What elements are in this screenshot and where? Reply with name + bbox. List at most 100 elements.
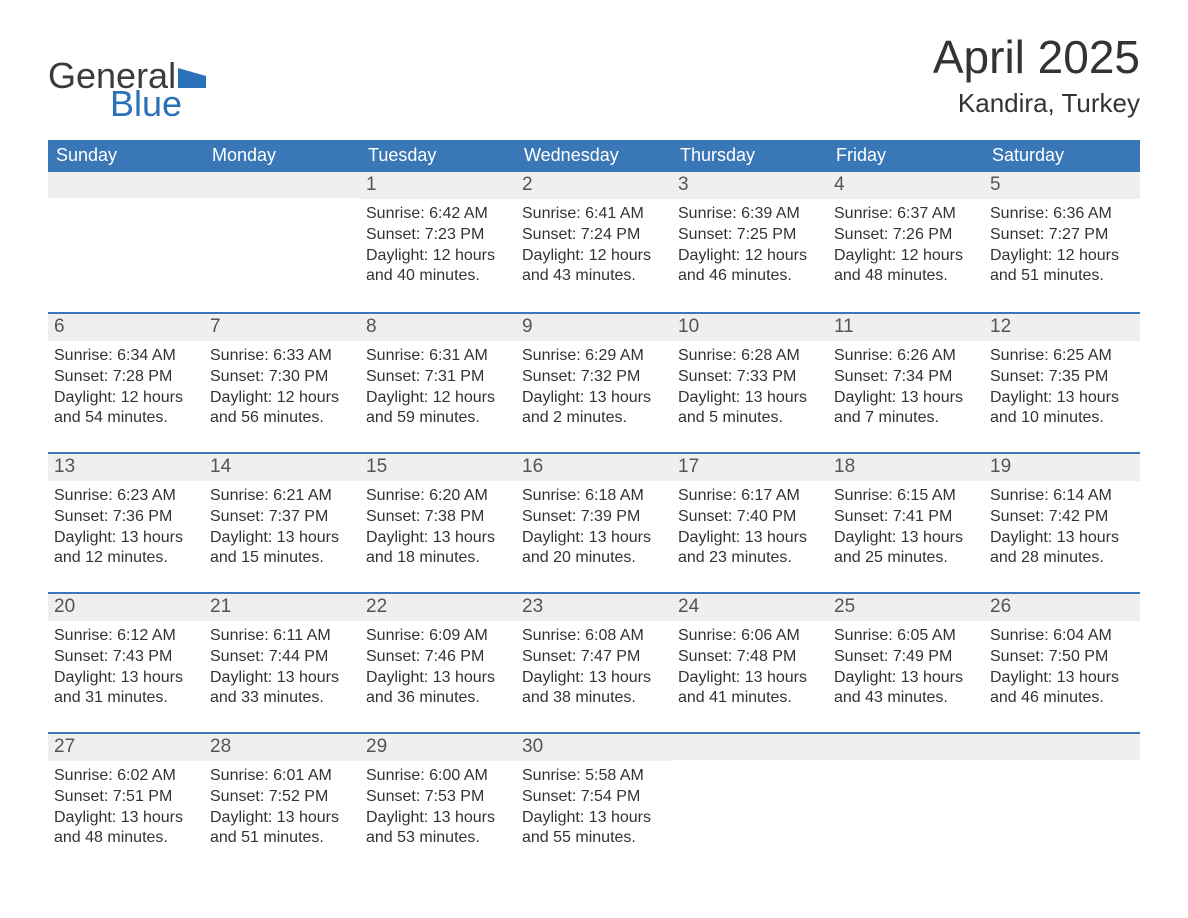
- day-number: 19: [984, 454, 1140, 481]
- location-label: Kandira, Turkey: [933, 88, 1140, 119]
- day-details: Sunrise: 6:34 AMSunset: 7:28 PMDaylight:…: [48, 341, 204, 429]
- day-number: 12: [984, 314, 1140, 341]
- day-number: 22: [360, 594, 516, 621]
- sunrise-text: Sunrise: 6:15 AM: [834, 486, 978, 507]
- daylight-text: Daylight: 12 hours and 46 minutes.: [678, 246, 822, 288]
- day-details: Sunrise: 6:31 AMSunset: 7:31 PMDaylight:…: [360, 341, 516, 429]
- day-number: [204, 172, 360, 198]
- flag-icon: [178, 68, 206, 88]
- sunset-text: Sunset: 7:30 PM: [210, 367, 354, 388]
- calendar-day: 17Sunrise: 6:17 AMSunset: 7:40 PMDayligh…: [672, 454, 828, 592]
- day-details: Sunrise: 6:08 AMSunset: 7:47 PMDaylight:…: [516, 621, 672, 709]
- sunset-text: Sunset: 7:35 PM: [990, 367, 1134, 388]
- calendar-week: 1Sunrise: 6:42 AMSunset: 7:23 PMDaylight…: [48, 172, 1140, 312]
- sunrise-text: Sunrise: 6:26 AM: [834, 346, 978, 367]
- day-details: Sunrise: 6:18 AMSunset: 7:39 PMDaylight:…: [516, 481, 672, 569]
- daylight-text: Daylight: 13 hours and 41 minutes.: [678, 668, 822, 710]
- sunset-text: Sunset: 7:24 PM: [522, 225, 666, 246]
- calendar-week: 27Sunrise: 6:02 AMSunset: 7:51 PMDayligh…: [48, 732, 1140, 872]
- sunrise-text: Sunrise: 6:28 AM: [678, 346, 822, 367]
- day-details: Sunrise: 6:21 AMSunset: 7:37 PMDaylight:…: [204, 481, 360, 569]
- sunset-text: Sunset: 7:52 PM: [210, 787, 354, 808]
- day-details: Sunrise: 6:04 AMSunset: 7:50 PMDaylight:…: [984, 621, 1140, 709]
- calendar-day: 15Sunrise: 6:20 AMSunset: 7:38 PMDayligh…: [360, 454, 516, 592]
- day-number: 25: [828, 594, 984, 621]
- calendar-weeks: 1Sunrise: 6:42 AMSunset: 7:23 PMDaylight…: [48, 172, 1140, 872]
- calendar-week: 20Sunrise: 6:12 AMSunset: 7:43 PMDayligh…: [48, 592, 1140, 732]
- calendar-day: [984, 734, 1140, 872]
- sunrise-text: Sunrise: 6:08 AM: [522, 626, 666, 647]
- day-details: Sunrise: 6:26 AMSunset: 7:34 PMDaylight:…: [828, 341, 984, 429]
- day-details: Sunrise: 6:42 AMSunset: 7:23 PMDaylight:…: [360, 199, 516, 287]
- sunset-text: Sunset: 7:48 PM: [678, 647, 822, 668]
- sunrise-text: Sunrise: 6:09 AM: [366, 626, 510, 647]
- sunset-text: Sunset: 7:28 PM: [54, 367, 198, 388]
- day-details: Sunrise: 6:09 AMSunset: 7:46 PMDaylight:…: [360, 621, 516, 709]
- calendar-day: 8Sunrise: 6:31 AMSunset: 7:31 PMDaylight…: [360, 314, 516, 452]
- daylight-text: Daylight: 13 hours and 28 minutes.: [990, 528, 1134, 570]
- sunset-text: Sunset: 7:25 PM: [678, 225, 822, 246]
- calendar-day: [672, 734, 828, 872]
- day-number: [672, 734, 828, 760]
- sunset-text: Sunset: 7:39 PM: [522, 507, 666, 528]
- day-details: Sunrise: 6:36 AMSunset: 7:27 PMDaylight:…: [984, 199, 1140, 287]
- day-number: 29: [360, 734, 516, 761]
- calendar-day: 28Sunrise: 6:01 AMSunset: 7:52 PMDayligh…: [204, 734, 360, 872]
- calendar-day: 25Sunrise: 6:05 AMSunset: 7:49 PMDayligh…: [828, 594, 984, 732]
- sunset-text: Sunset: 7:43 PM: [54, 647, 198, 668]
- day-number: 28: [204, 734, 360, 761]
- daylight-text: Daylight: 12 hours and 56 minutes.: [210, 388, 354, 430]
- day-details: Sunrise: 6:20 AMSunset: 7:38 PMDaylight:…: [360, 481, 516, 569]
- daylight-text: Daylight: 13 hours and 15 minutes.: [210, 528, 354, 570]
- day-number: 9: [516, 314, 672, 341]
- sunrise-text: Sunrise: 6:05 AM: [834, 626, 978, 647]
- day-details: Sunrise: 6:33 AMSunset: 7:30 PMDaylight:…: [204, 341, 360, 429]
- calendar-day: 29Sunrise: 6:00 AMSunset: 7:53 PMDayligh…: [360, 734, 516, 872]
- calendar-day: 7Sunrise: 6:33 AMSunset: 7:30 PMDaylight…: [204, 314, 360, 452]
- day-details: Sunrise: 6:05 AMSunset: 7:49 PMDaylight:…: [828, 621, 984, 709]
- sunrise-text: Sunrise: 6:02 AM: [54, 766, 198, 787]
- sunrise-text: Sunrise: 6:06 AM: [678, 626, 822, 647]
- day-number: [984, 734, 1140, 760]
- day-details: Sunrise: 6:11 AMSunset: 7:44 PMDaylight:…: [204, 621, 360, 709]
- day-details: Sunrise: 6:02 AMSunset: 7:51 PMDaylight:…: [48, 761, 204, 849]
- day-number: 10: [672, 314, 828, 341]
- calendar-day: 22Sunrise: 6:09 AMSunset: 7:46 PMDayligh…: [360, 594, 516, 732]
- calendar-day: 24Sunrise: 6:06 AMSunset: 7:48 PMDayligh…: [672, 594, 828, 732]
- sunrise-text: Sunrise: 6:34 AM: [54, 346, 198, 367]
- day-details: Sunrise: 6:37 AMSunset: 7:26 PMDaylight:…: [828, 199, 984, 287]
- sunrise-text: Sunrise: 6:11 AM: [210, 626, 354, 647]
- daylight-text: Daylight: 13 hours and 25 minutes.: [834, 528, 978, 570]
- calendar-day: 4Sunrise: 6:37 AMSunset: 7:26 PMDaylight…: [828, 172, 984, 312]
- sunrise-text: Sunrise: 6:14 AM: [990, 486, 1134, 507]
- day-number: 26: [984, 594, 1140, 621]
- sunset-text: Sunset: 7:37 PM: [210, 507, 354, 528]
- daylight-text: Daylight: 13 hours and 48 minutes.: [54, 808, 198, 850]
- weekday-header: Friday: [828, 140, 984, 172]
- sunset-text: Sunset: 7:31 PM: [366, 367, 510, 388]
- daylight-text: Daylight: 13 hours and 10 minutes.: [990, 388, 1134, 430]
- sunrise-text: Sunrise: 6:00 AM: [366, 766, 510, 787]
- daylight-text: Daylight: 12 hours and 59 minutes.: [366, 388, 510, 430]
- calendar-day: 23Sunrise: 6:08 AMSunset: 7:47 PMDayligh…: [516, 594, 672, 732]
- daylight-text: Daylight: 13 hours and 18 minutes.: [366, 528, 510, 570]
- daylight-text: Daylight: 13 hours and 5 minutes.: [678, 388, 822, 430]
- day-number: 16: [516, 454, 672, 481]
- day-details: Sunrise: 5:58 AMSunset: 7:54 PMDaylight:…: [516, 761, 672, 849]
- daylight-text: Daylight: 12 hours and 51 minutes.: [990, 246, 1134, 288]
- daylight-text: Daylight: 12 hours and 54 minutes.: [54, 388, 198, 430]
- calendar-week: 13Sunrise: 6:23 AMSunset: 7:36 PMDayligh…: [48, 452, 1140, 592]
- daylight-text: Daylight: 13 hours and 46 minutes.: [990, 668, 1134, 710]
- daylight-text: Daylight: 13 hours and 51 minutes.: [210, 808, 354, 850]
- sunset-text: Sunset: 7:51 PM: [54, 787, 198, 808]
- sunset-text: Sunset: 7:44 PM: [210, 647, 354, 668]
- sunset-text: Sunset: 7:36 PM: [54, 507, 198, 528]
- day-details: Sunrise: 6:39 AMSunset: 7:25 PMDaylight:…: [672, 199, 828, 287]
- day-number: 14: [204, 454, 360, 481]
- sunset-text: Sunset: 7:47 PM: [522, 647, 666, 668]
- daylight-text: Daylight: 13 hours and 43 minutes.: [834, 668, 978, 710]
- calendar-day: 11Sunrise: 6:26 AMSunset: 7:34 PMDayligh…: [828, 314, 984, 452]
- weekday-header: Wednesday: [516, 140, 672, 172]
- day-details: Sunrise: 6:00 AMSunset: 7:53 PMDaylight:…: [360, 761, 516, 849]
- sunset-text: Sunset: 7:49 PM: [834, 647, 978, 668]
